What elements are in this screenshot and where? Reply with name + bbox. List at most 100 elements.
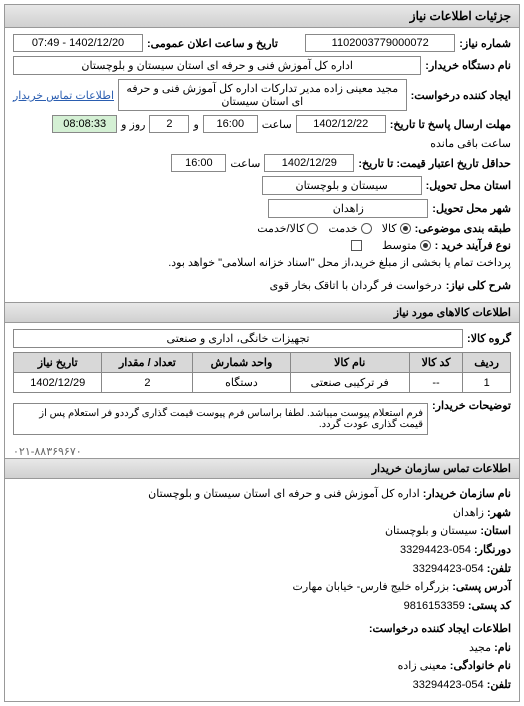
table-cell: 1 <box>463 373 511 393</box>
panel-title: جزئیات اطلاعات نیاز <box>5 5 519 28</box>
radio-medium[interactable]: متوسط <box>382 239 431 252</box>
day-label: روز و <box>121 118 145 131</box>
city-value: زاهدان <box>268 199 428 218</box>
table-header: کد کالا <box>409 353 462 373</box>
radio-service-label: خدمت <box>328 222 357 235</box>
payment-note: پرداخت تمام یا بخشی از مبلغ خرید،از محل … <box>168 256 511 269</box>
goods-group-value: تجهیزات خانگی، اداری و صنعتی <box>13 329 463 348</box>
need-details-panel: جزئیات اطلاعات نیاز شماره نیاز: 11020037… <box>4 4 520 702</box>
radio-goods-service-icon <box>307 223 318 234</box>
table-header: نام کالا <box>290 353 409 373</box>
c-province-label: استان: <box>480 525 511 537</box>
goods-section-title: اطلاعات کالاهای مورد نیاز <box>5 302 519 323</box>
goods-table: ردیفکد کالانام کالاواحد شمارشتعداد / مقد… <box>13 352 511 393</box>
row-province: استان محل تحویل: سیستان و بلوچستان <box>13 176 511 195</box>
buyer-note-label: توضیحات خریدار: <box>432 399 511 412</box>
min-validity-time: 16:00 <box>171 154 226 172</box>
radio-goods-service-label: کالا/خدمت <box>257 222 304 235</box>
row-min-validity: حداقل تاریخ اعتبار قیمت: تا تاریخ: 1402/… <box>13 154 511 172</box>
table-cell: -- <box>409 373 462 393</box>
c-req-creator-title: اطلاعات ایجاد کننده درخواست: <box>13 620 511 639</box>
table-header: ردیف <box>463 353 511 373</box>
c-phone-label: تلفن: <box>487 563 511 575</box>
c-postcode-label: کد پستی: <box>468 600 511 612</box>
radio-service-icon <box>361 223 372 234</box>
c-tel-label: تلفن: <box>487 679 511 691</box>
time-label-1: ساعت <box>262 118 292 131</box>
announce-label: تاریخ و ساعت اعلان عمومی: <box>147 37 278 50</box>
table-body: 1--فر ترکیبی صنعتیدستگاه21402/12/29 <box>14 373 511 393</box>
row-deadline: مهلت ارسال پاسخ تا تاریخ: 1402/12/22 ساع… <box>13 115 511 150</box>
and-label: و <box>193 118 198 131</box>
deadline-date: 1402/12/22 <box>296 115 386 133</box>
row-buyer-org: نام دستگاه خریدار: اداره کل آموزش فنی و … <box>13 56 511 75</box>
province-label: استان محل تحویل: <box>426 179 511 192</box>
province-value: سیستان و بلوچستان <box>262 176 422 195</box>
c-name: مجید <box>469 642 491 654</box>
c-city: زاهدان <box>453 507 484 519</box>
row-buy-type: نوع فرآیند خرید : متوسط پرداخت تمام یا ب… <box>13 239 511 269</box>
contact-block: نام سازمان خریدار: اداره کل آموزش فنی و … <box>5 479 519 701</box>
c-name-label: نام: <box>494 642 511 654</box>
panel-body: شماره نیاز: 1102003779000072 تاریخ و ساع… <box>5 28 519 302</box>
min-validity-label: حداقل تاریخ اعتبار قیمت: تا تاریخ: <box>358 157 511 170</box>
buyer-note-value: فرم استعلام پیوست میباشد. لطفا براساس فر… <box>13 403 428 435</box>
table-cell: دستگاه <box>193 373 290 393</box>
creator-value: مجید معینی زاده مدیر تدارکات اداره کل آم… <box>118 79 407 111</box>
table-row: 1--فر ترکیبی صنعتیدستگاه21402/12/29 <box>14 373 511 393</box>
row-desc: شرح کلی نیاز: درخواست فر گردان با اتاقک … <box>13 279 511 292</box>
need-no-label: شماره نیاز: <box>459 37 511 50</box>
row-category: طبقه بندی موضوعی: کالا خدمت کالا/خدمت <box>13 222 511 235</box>
buy-type-label: نوع فرآیند خرید : <box>435 239 511 252</box>
radio-goods-label: کالا <box>382 222 397 235</box>
remain-time: 08:08:33 <box>52 115 117 133</box>
c-lname: معینی زاده <box>398 660 447 672</box>
radio-goods-service[interactable]: کالا/خدمت <box>257 222 318 235</box>
table-header: تعداد / مقدار <box>102 353 193 373</box>
c-city-label: شهر: <box>487 507 511 519</box>
c-phone: 054-33294423 <box>413 563 484 575</box>
buyer-org-value: اداره کل آموزش فنی و حرفه ای استان سیستا… <box>13 56 421 75</box>
c-tel: 054-33294423 <box>413 679 484 691</box>
deadline-time: 16:00 <box>203 115 258 133</box>
creator-label: ایجاد کننده درخواست: <box>411 89 511 102</box>
goods-body: گروه کالا: تجهیزات خانگی، اداری و صنعتی … <box>5 323 519 445</box>
divider-phone: ۰۲۱-۸۸۳۶۹۶۷۰ <box>5 445 519 458</box>
c-org-label: نام سازمان خریدار: <box>423 488 511 500</box>
min-validity-date: 1402/12/29 <box>264 154 354 172</box>
time-label-2: ساعت <box>230 157 260 170</box>
c-province: سیستان و بلوچستان <box>385 525 477 537</box>
radio-goods-icon <box>400 223 411 234</box>
radio-service[interactable]: خدمت <box>328 222 371 235</box>
category-radio-group: کالا خدمت کالا/خدمت <box>257 222 410 235</box>
category-label: طبقه بندی موضوعی: <box>415 222 511 235</box>
remain-days: 2 <box>149 115 189 133</box>
contact-section-title: اطلاعات تماس سازمان خریدار <box>5 458 519 479</box>
need-no-value: 1102003779000072 <box>305 34 455 52</box>
buyer-org-label: نام دستگاه خریدار: <box>425 59 511 72</box>
row-goods-group: گروه کالا: تجهیزات خانگی، اداری و صنعتی <box>13 329 511 348</box>
table-header: تاریخ نیاز <box>14 353 102 373</box>
c-fax-label: دورنگار: <box>474 544 511 556</box>
announce-value: 1402/12/20 - 07:49 <box>13 34 143 52</box>
table-header-row: ردیفکد کالانام کالاواحد شمارشتعداد / مقد… <box>14 353 511 373</box>
buyer-contact-link[interactable]: اطلاعات تماس خریدار <box>13 89 114 102</box>
treasury-checkbox[interactable] <box>351 240 362 251</box>
radio-medium-label: متوسط <box>382 239 417 252</box>
row-city: شهر محل تحویل: زاهدان <box>13 199 511 218</box>
city-label: شهر محل تحویل: <box>432 202 511 215</box>
c-address: بزرگراه خلیج فارس- خیابان مهارت <box>293 581 450 593</box>
c-address-label: آدرس پستی: <box>452 581 511 593</box>
row-creator: ایجاد کننده درخواست: مجید معینی زاده مدی… <box>13 79 511 111</box>
row-need-no: شماره نیاز: 1102003779000072 تاریخ و ساع… <box>13 34 511 52</box>
remain-suffix: ساعت باقی مانده <box>430 137 511 150</box>
goods-group-label: گروه کالا: <box>467 332 511 345</box>
c-postcode: 9816153359 <box>404 600 465 612</box>
row-buyer-note: توضیحات خریدار: فرم استعلام پیوست میباشد… <box>13 399 511 435</box>
deadline-label: مهلت ارسال پاسخ تا تاریخ: <box>390 118 511 131</box>
c-lname-label: نام خانوادگی: <box>450 660 511 672</box>
radio-goods[interactable]: کالا <box>382 222 411 235</box>
table-cell: 2 <box>102 373 193 393</box>
desc-label: شرح کلی نیاز: <box>446 279 511 292</box>
radio-medium-icon <box>420 240 431 251</box>
